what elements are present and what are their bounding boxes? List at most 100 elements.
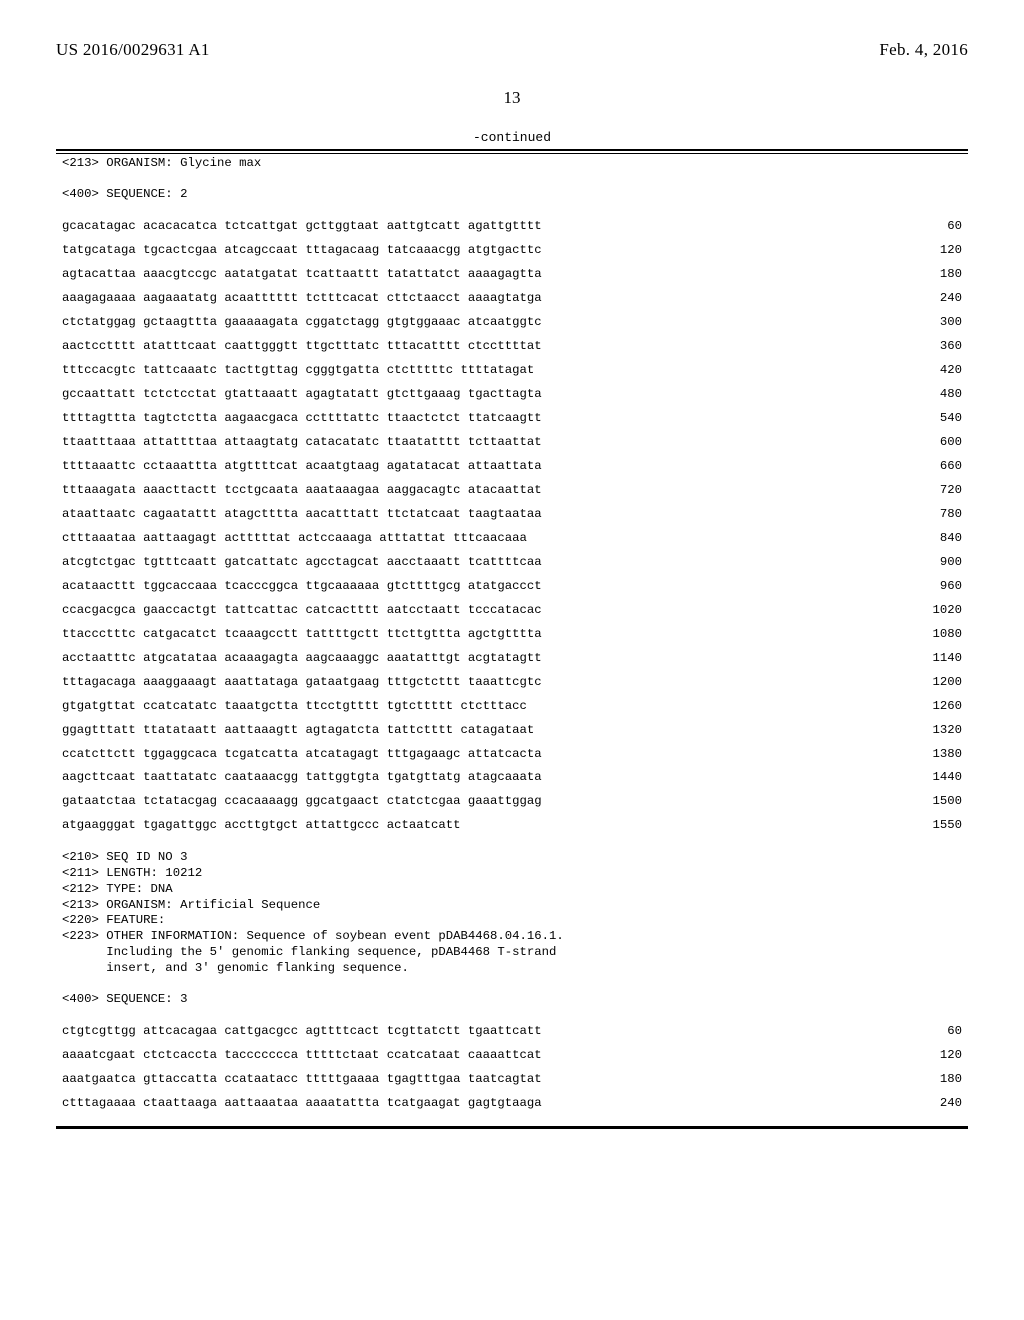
sequence-position: 240 <box>884 1092 962 1116</box>
sequence-text: ttaatttaaa attattttaa attaagtatg catacat… <box>62 431 542 455</box>
sequence-position: 420 <box>884 359 962 383</box>
sequence-text: ctttagaaaa ctaattaaga aattaaataa aaaatat… <box>62 1092 542 1116</box>
sequence-row: gataatctaa tctatacgag ccacaaaagg ggcatga… <box>62 790 962 814</box>
sequence-row: ggagtttatt ttatataatt aattaaagtt agtagat… <box>62 719 962 743</box>
sequence-text: aactcctttt atatttcaat caattgggtt ttgcttt… <box>62 335 542 359</box>
sequence-position: 1380 <box>884 743 962 767</box>
sequence-text: ggagtttatt ttatataatt aattaaagtt agtagat… <box>62 719 534 743</box>
sequence-text: ataattaatc cagaatattt atagctttta aacattt… <box>62 503 542 527</box>
sequence-position: 300 <box>884 311 962 335</box>
sequence-position: 60 <box>884 1020 962 1044</box>
sequence-text: ttttagttta tagtctctta aagaacgaca cctttta… <box>62 407 542 431</box>
sequence-position: 1020 <box>884 599 962 623</box>
sequence-text: atcgtctgac tgtttcaatt gatcattatc agcctag… <box>62 551 542 575</box>
sequence-position: 840 <box>884 527 962 551</box>
sequence-position: 1440 <box>884 766 962 790</box>
sequence-text: gataatctaa tctatacgag ccacaaaagg ggcatga… <box>62 790 542 814</box>
sequence-text: aaaatcgaat ctctcaccta taccccccca tttttct… <box>62 1044 542 1068</box>
sequence-position: 1320 <box>884 719 962 743</box>
sequence-row: ctttaaataa aattaagagt actttttat actccaaa… <box>62 527 962 551</box>
page-number: 13 <box>56 88 968 108</box>
sequence-position: 1080 <box>884 623 962 647</box>
sequence-text: gcacatagac acacacatca tctcattgat gcttggt… <box>62 215 542 239</box>
sequence-text: ttaccctttc catgacatct tcaaagcctt tattttg… <box>62 623 542 647</box>
sequence-text: tttagacaga aaaggaaagt aaattataga gataatg… <box>62 671 542 695</box>
sequence-header-1: <213> ORGANISM: Glycine max <400> SEQUEN… <box>56 154 968 205</box>
sequence-row: aaatgaatca gttaccatta ccataatacc tttttga… <box>62 1068 962 1092</box>
sequence-position: 720 <box>884 479 962 503</box>
sequence-row: tttagacaga aaaggaaagt aaattataga gataatg… <box>62 671 962 695</box>
sequence-position: 1260 <box>884 695 962 719</box>
sequence-row: gtgatgttat ccatcatatc taaatgctta ttcctgt… <box>62 695 962 719</box>
rule-bottom-thick <box>56 1127 968 1129</box>
sequence-body-2: ctgtcgttgg attcacagaa cattgacgcc agttttc… <box>56 1010 968 1126</box>
sequence-row: atcgtctgac tgtttcaatt gatcattatc agcctag… <box>62 551 962 575</box>
sequence-position: 900 <box>884 551 962 575</box>
sequence-row: aaagagaaaa aagaaatatg acaatttttt tctttca… <box>62 287 962 311</box>
sequence-position: 180 <box>884 1068 962 1092</box>
sequence-text: ccatcttctt tggaggcaca tcgatcatta atcatag… <box>62 743 542 767</box>
sequence-position: 1500 <box>884 790 962 814</box>
continued-label: -continued <box>56 130 968 145</box>
sequence-text: tatgcataga tgcactcgaa atcagccaat tttagac… <box>62 239 542 263</box>
sequence-position: 660 <box>884 455 962 479</box>
sequence-row: ctctatggag gctaagttta gaaaaagata cggatct… <box>62 311 962 335</box>
sequence-row: acataacttt tggcaccaaa tcacccggca ttgcaaa… <box>62 575 962 599</box>
sequence-text: ccacgacgca gaaccactgt tattcattac catcact… <box>62 599 542 623</box>
sequence-row: ccacgacgca gaaccactgt tattcattac catcact… <box>62 599 962 623</box>
sequence-position: 120 <box>884 1044 962 1068</box>
sequence-body-1: gcacatagac acacacatca tctcattgat gcttggt… <box>56 205 968 848</box>
sequence-row: gcacatagac acacacatca tctcattgat gcttggt… <box>62 215 962 239</box>
sequence-text: atgaagggat tgagattggc accttgtgct attattg… <box>62 814 460 838</box>
sequence-position: 600 <box>884 431 962 455</box>
sequence-row: tttccacgtc tattcaaatc tacttgttag cgggtga… <box>62 359 962 383</box>
sequence-position: 240 <box>884 287 962 311</box>
sequence-row: ttttaaattc cctaaattta atgttttcat acaatgt… <box>62 455 962 479</box>
sequence-position: 540 <box>884 407 962 431</box>
sequence-position: 360 <box>884 335 962 359</box>
sequence-text: acataacttt tggcaccaaa tcacccggca ttgcaaa… <box>62 575 542 599</box>
sequence-text: tttaaagata aaacttactt tcctgcaata aaataaa… <box>62 479 542 503</box>
sequence-row: atgaagggat tgagattggc accttgtgct attattg… <box>62 814 962 838</box>
sequence-row: ataattaatc cagaatattt atagctttta aacattt… <box>62 503 962 527</box>
sequence-row: ccatcttctt tggaggcaca tcgatcatta atcatag… <box>62 743 962 767</box>
sequence-row: gccaattatt tctctcctat gtattaaatt agagtat… <box>62 383 962 407</box>
sequence-row: ttaccctttc catgacatct tcaaagcctt tattttg… <box>62 623 962 647</box>
sequence-position: 1200 <box>884 671 962 695</box>
sequence-position: 960 <box>884 575 962 599</box>
rule-top-thick <box>56 149 968 151</box>
sequence-row: aactcctttt atatttcaat caattgggtt ttgcttt… <box>62 335 962 359</box>
pub-number: US 2016/0029631 A1 <box>56 40 210 60</box>
sequence-row: agtacattaa aaacgtccgc aatatgatat tcattaa… <box>62 263 962 287</box>
sequence-row: ttttagttta tagtctctta aagaacgaca cctttta… <box>62 407 962 431</box>
sequence-row: tttaaagata aaacttactt tcctgcaata aaataaa… <box>62 479 962 503</box>
sequence-position: 480 <box>884 383 962 407</box>
sequence-text: gccaattatt tctctcctat gtattaaatt agagtat… <box>62 383 542 407</box>
pub-date: Feb. 4, 2016 <box>879 40 968 60</box>
sequence-text: ttttaaattc cctaaattta atgttttcat acaatgt… <box>62 455 542 479</box>
sequence-text: agtacattaa aaacgtccgc aatatgatat tcattaa… <box>62 263 542 287</box>
sequence-position: 180 <box>884 263 962 287</box>
sequence-row: ttaatttaaa attattttaa attaagtatg catacat… <box>62 431 962 455</box>
sequence-text: ctctatggag gctaagttta gaaaaagata cggatct… <box>62 311 542 335</box>
sequence-position: 780 <box>884 503 962 527</box>
sequence-row: aaaatcgaat ctctcaccta taccccccca tttttct… <box>62 1044 962 1068</box>
sequence-text: ctttaaataa aattaagagt actttttat actccaaa… <box>62 527 527 551</box>
sequence-text: aaatgaatca gttaccatta ccataatacc tttttga… <box>62 1068 542 1092</box>
sequence-row: aagcttcaat taattatatc caataaacgg tattggt… <box>62 766 962 790</box>
sequence-text: gtgatgttat ccatcatatc taaatgctta ttcctgt… <box>62 695 527 719</box>
sequence-row: ctttagaaaa ctaattaaga aattaaataa aaaatat… <box>62 1092 962 1116</box>
sequence-row: tatgcataga tgcactcgaa atcagccaat tttagac… <box>62 239 962 263</box>
sequence-text: tttccacgtc tattcaaatc tacttgttag cgggtga… <box>62 359 534 383</box>
sequence-text: aagcttcaat taattatatc caataaacgg tattggt… <box>62 766 542 790</box>
sequence-text: aaagagaaaa aagaaatatg acaatttttt tctttca… <box>62 287 542 311</box>
sequence-position: 1550 <box>884 814 962 838</box>
sequence-header-2: <210> SEQ ID NO 3 <211> LENGTH: 10212 <2… <box>56 848 968 1009</box>
sequence-text: ctgtcgttgg attcacagaa cattgacgcc agttttc… <box>62 1020 542 1044</box>
sequence-row: acctaatttc atgcatataa acaaagagta aagcaaa… <box>62 647 962 671</box>
sequence-position: 120 <box>884 239 962 263</box>
sequence-text: acctaatttc atgcatataa acaaagagta aagcaaa… <box>62 647 542 671</box>
sequence-position: 60 <box>884 215 962 239</box>
sequence-position: 1140 <box>884 647 962 671</box>
sequence-row: ctgtcgttgg attcacagaa cattgacgcc agttttc… <box>62 1020 962 1044</box>
